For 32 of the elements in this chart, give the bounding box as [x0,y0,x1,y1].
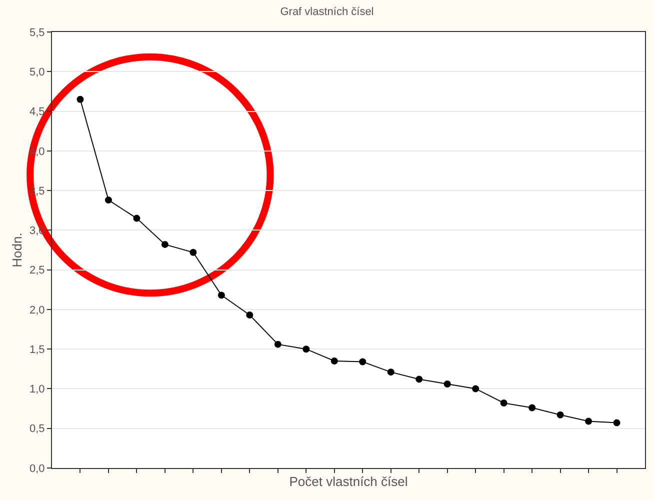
point [161,240,168,248]
point [556,411,564,418]
y-tick-label: 0,0 [30,462,45,475]
point [444,380,451,388]
y-axis-title: Hodn. [9,232,24,268]
y-tick-label: 4,5 [30,106,45,118]
y-tick-label: 1,5 [30,344,45,356]
point [585,418,592,425]
point [274,340,282,348]
point [302,346,310,353]
chart-title: Graf vlastních čísel [280,6,374,18]
point [359,358,366,366]
point [416,376,423,383]
point [387,368,394,376]
point [528,404,536,412]
point [104,196,112,204]
point [613,419,620,426]
y-tick-label: 5,0 [30,66,45,78]
y-tick-label: 1,0 [30,384,45,396]
point [472,385,480,392]
point [500,400,508,406]
y-tick-label: 5,5 [30,26,45,39]
point [76,96,84,103]
point [133,214,140,222]
point [330,357,338,364]
y-tick-label: 2,5 [30,264,45,277]
point [218,292,225,299]
y-tick-label: 0,5 [30,423,45,436]
y-tick-label: 2,0 [30,304,45,316]
point [246,312,254,318]
x-axis-title: Počet vlastních čísel [289,474,408,489]
point [190,248,197,256]
